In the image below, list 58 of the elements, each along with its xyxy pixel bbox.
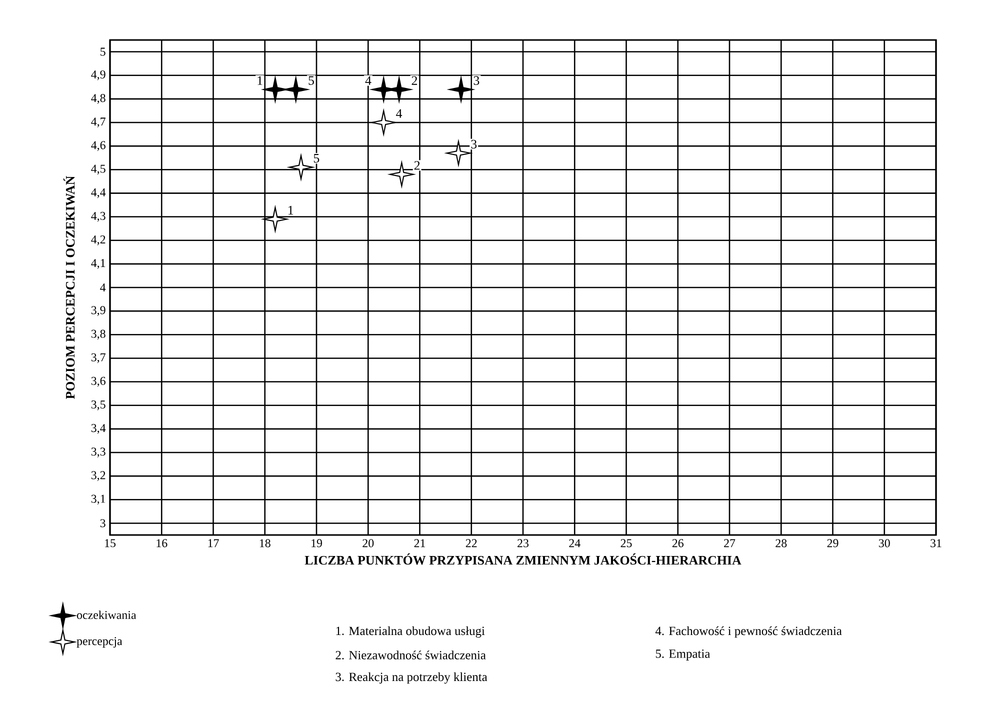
annotation: 3	[471, 140, 477, 149]
y-axis-title: POZIOM PERCEPCJI I OCZEKIWAŃ	[63, 176, 75, 399]
x-tick-label: 22	[466, 539, 477, 548]
text: 2. Niezawodność świadczenia	[336, 650, 486, 660]
y-tick-label: 3,1	[91, 494, 106, 505]
x-tick-label: 29	[827, 539, 838, 548]
y-tick-label: 5	[100, 48, 106, 56]
y-tick-label: 4,8	[91, 94, 106, 104]
x-tick-label: 21	[414, 539, 426, 548]
x-tick-label: 31	[930, 539, 942, 548]
annotation: 5	[314, 154, 320, 163]
y-tick-label: 3,8	[91, 330, 106, 340]
annotation: 4	[365, 76, 372, 85]
text: 1. Materialna obudowa usługi	[336, 626, 485, 638]
text: 3. Reakcja na potrzeby klienta	[336, 672, 488, 684]
y-tick-label: 4,3	[91, 212, 106, 222]
annotation: 5	[308, 76, 314, 85]
legend-label: percepcja	[76, 637, 122, 648]
x-tick-label: 15	[105, 539, 116, 548]
x-tick-label: 30	[878, 539, 890, 548]
x-tick-label: 17	[208, 539, 219, 548]
annotation: 1	[258, 76, 262, 85]
x-tick-label: 25	[620, 539, 632, 548]
y-tick-label: 3,7	[91, 353, 106, 364]
point	[448, 77, 474, 102]
text: 5. Empatia	[656, 650, 710, 660]
y-tick-label: 4,5	[91, 164, 106, 174]
y-tick-label: 3,4	[91, 424, 106, 434]
x-axis-title: LICZBA PUNKTÓW PRZYPISANA ZMIENNYM JAKOŚCI-HIERARCHIA	[304, 553, 742, 565]
y-tick-label: 3,6	[91, 376, 106, 387]
annotation: 1	[288, 206, 294, 214]
x-tick-label: 28	[776, 539, 787, 548]
x-tick-label: 19	[312, 539, 322, 548]
annotation: 2	[414, 161, 420, 170]
x-tick-label: 18	[260, 539, 270, 548]
y-tick-label: 3,3	[91, 448, 106, 458]
annotation: 3	[474, 76, 480, 85]
y-tick-label: 4,4	[91, 188, 106, 198]
y-tick-label: 4,2	[91, 235, 106, 246]
text: 4. Fachowość i pewność świadczenia	[655, 626, 842, 638]
x-tick-label: 23	[518, 539, 529, 548]
annotation: 4	[396, 109, 402, 118]
y-tick-label: 3,9	[91, 306, 106, 316]
x-tick-label: 27	[724, 539, 736, 548]
legend-label: oczekiwania	[77, 610, 136, 620]
y-tick-label: 4,1	[91, 259, 106, 269]
y-tick-label: 4,7	[91, 118, 106, 128]
y-tick-label: 3	[100, 519, 106, 528]
annotation: 2	[412, 76, 418, 85]
y-tick-label: 3,2	[91, 471, 106, 481]
y-tick-label: 4,6	[91, 141, 106, 151]
x-tick-label: 26	[672, 539, 684, 548]
y-tick-label: 4,9	[91, 70, 106, 80]
y-tick-label: 3,5	[91, 400, 106, 410]
y-tick-label: 4	[100, 284, 106, 292]
x-tick-label: 16	[156, 539, 168, 548]
x-tick-label: 20	[362, 539, 374, 548]
x-tick-label: 24	[569, 539, 580, 548]
